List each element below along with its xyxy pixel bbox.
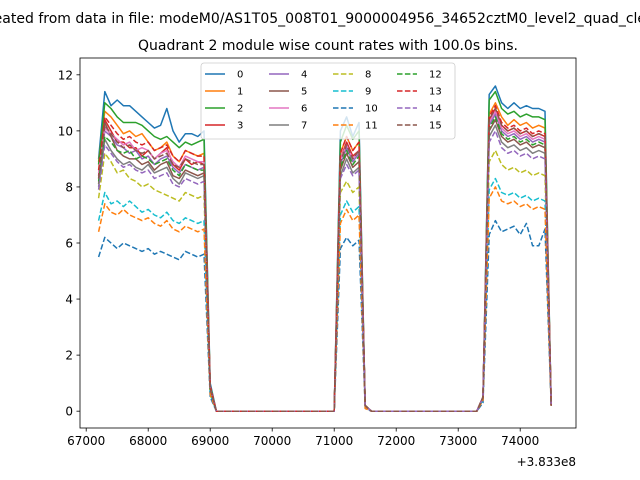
- legend-label-14: 14: [429, 104, 442, 115]
- x-tick-label: 72000: [377, 434, 415, 448]
- x-tick-label: 70000: [253, 434, 291, 448]
- y-tick-label: 0: [65, 405, 73, 419]
- x-axis-ticks: 67000 68000 69000 70000 71000 72000 73000 74000: [67, 428, 539, 448]
- legend-label-15: 15: [429, 121, 442, 132]
- x-tick-label: 74000: [501, 434, 539, 448]
- legend-label-12: 12: [429, 70, 442, 81]
- figure-suptitle: Plot created from data in file: modeM0/A…: [0, 11, 640, 27]
- y-tick-label: 12: [58, 68, 73, 82]
- x-tick-label: 67000: [67, 434, 105, 448]
- axes-title: Quadrant 2 module wise count rates with …: [138, 38, 518, 54]
- x-tick-label: 73000: [439, 434, 477, 448]
- y-tick-label: 6: [65, 237, 73, 251]
- legend-label-8: 8: [365, 70, 371, 81]
- legend-label-10: 10: [365, 104, 378, 115]
- y-axis-ticks: 0 2 4 6 8 10 12: [58, 68, 80, 419]
- legend-label-4: 4: [301, 70, 307, 81]
- legend-label-0: 0: [237, 70, 243, 81]
- axes-frame: [79, 57, 577, 429]
- x-tick-label: 68000: [129, 434, 167, 448]
- legend-label-2: 2: [237, 104, 243, 115]
- x-axis-offset-text: +3.833e8: [517, 455, 576, 469]
- y-tick-label: 8: [65, 180, 73, 194]
- legend-label-13: 13: [429, 87, 442, 98]
- legend-box: [200, 62, 456, 140]
- y-tick-label: 4: [65, 293, 73, 307]
- y-tick-label: 2: [65, 349, 73, 363]
- plot-lines: [97, 85, 552, 412]
- legend-label-9: 9: [365, 87, 371, 98]
- legend-label-11: 11: [365, 121, 378, 132]
- x-tick-label: 71000: [315, 434, 353, 448]
- legend-label-7: 7: [301, 121, 307, 132]
- y-tick-label: 10: [58, 124, 73, 138]
- legend-label-3: 3: [237, 121, 243, 132]
- series-line-15: [97, 107, 552, 412]
- legend-label-5: 5: [301, 87, 307, 98]
- legend-label-6: 6: [301, 104, 307, 115]
- x-tick-label: 69000: [191, 434, 229, 448]
- legend-label-1: 1: [237, 87, 243, 98]
